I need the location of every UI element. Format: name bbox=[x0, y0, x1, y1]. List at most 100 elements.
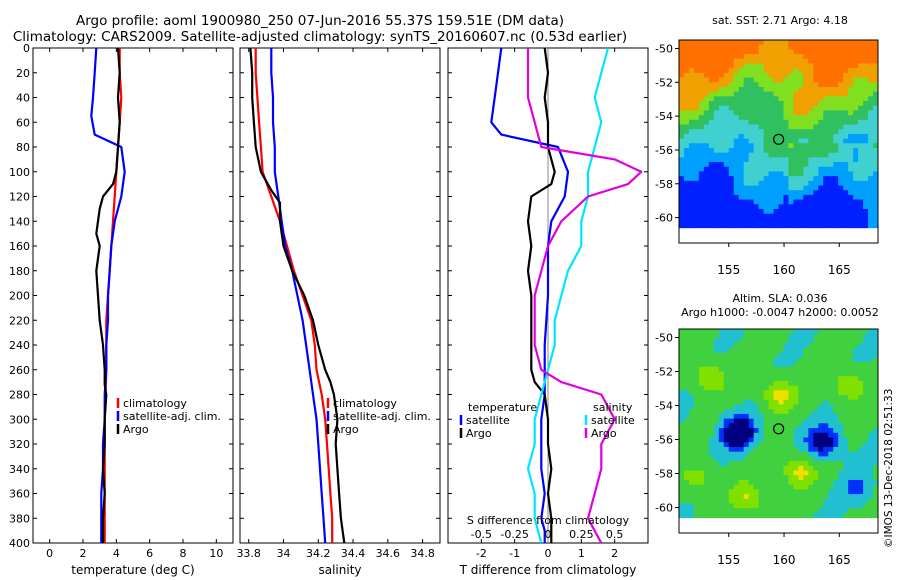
map-cell bbox=[858, 484, 864, 490]
map-cell bbox=[828, 199, 834, 205]
map-cell bbox=[818, 147, 824, 154]
map-cell bbox=[733, 418, 740, 424]
map-cell bbox=[823, 376, 829, 382]
map-cell bbox=[708, 58, 715, 64]
map-cell bbox=[688, 185, 695, 191]
map-cell bbox=[853, 86, 859, 93]
map-cell bbox=[848, 157, 854, 163]
legend-label-diff: Argo bbox=[466, 427, 492, 440]
map-cell bbox=[823, 366, 829, 372]
map-cell bbox=[823, 380, 829, 387]
map-cell bbox=[768, 68, 774, 74]
map-cell bbox=[798, 96, 804, 102]
map-cell bbox=[733, 54, 740, 60]
argo-location-marker bbox=[773, 423, 785, 435]
map-cell bbox=[723, 446, 730, 453]
map-cell bbox=[803, 101, 809, 107]
map-cell bbox=[698, 185, 705, 191]
map-cell bbox=[723, 343, 730, 349]
map-cell bbox=[778, 418, 784, 424]
map-cell bbox=[843, 470, 849, 476]
map-cell bbox=[793, 86, 799, 93]
map-cell bbox=[833, 58, 839, 64]
map-cell bbox=[748, 456, 755, 462]
map-cell bbox=[738, 157, 745, 163]
map-cell bbox=[723, 451, 730, 457]
map-cell bbox=[703, 380, 710, 387]
map-cell bbox=[783, 138, 789, 144]
map-cell bbox=[873, 110, 879, 116]
map-cell bbox=[679, 110, 685, 116]
map-cell bbox=[773, 180, 779, 186]
map-cell bbox=[838, 395, 844, 401]
map-cell bbox=[808, 484, 814, 490]
map-cell bbox=[823, 418, 829, 424]
map-cell bbox=[873, 101, 879, 107]
map-cell bbox=[783, 366, 789, 372]
map-cell bbox=[833, 338, 839, 344]
map-cell bbox=[743, 204, 750, 210]
map-cell bbox=[813, 82, 819, 88]
map-cell bbox=[798, 343, 804, 349]
map-frame-sst_map bbox=[678, 39, 879, 244]
map-cell bbox=[758, 380, 764, 387]
map-cell bbox=[703, 147, 710, 154]
map-cell bbox=[763, 54, 769, 60]
map-cell bbox=[813, 138, 819, 144]
map-cell bbox=[693, 498, 700, 504]
map-cell bbox=[688, 86, 695, 93]
map-cell bbox=[783, 166, 789, 172]
map-cell bbox=[808, 68, 814, 74]
map-cell bbox=[748, 329, 755, 335]
map-cell bbox=[679, 390, 685, 396]
map-cell bbox=[773, 446, 779, 453]
series-argo bbox=[249, 47, 346, 544]
map-cell bbox=[763, 494, 769, 500]
map-cell bbox=[748, 390, 755, 396]
map-cell bbox=[758, 366, 764, 372]
map-cell bbox=[758, 418, 764, 424]
map-cell bbox=[813, 101, 819, 107]
map-cell bbox=[813, 376, 819, 382]
map-cell bbox=[688, 385, 695, 391]
map-cell bbox=[798, 456, 804, 462]
map-cell bbox=[843, 199, 849, 205]
map-cell bbox=[773, 44, 779, 50]
map-cell bbox=[703, 190, 710, 196]
map-cell bbox=[793, 105, 799, 111]
map-cell bbox=[683, 399, 690, 405]
map-cell bbox=[728, 428, 735, 434]
map-cell bbox=[868, 209, 874, 215]
map-cell bbox=[843, 338, 849, 344]
map-cell bbox=[738, 213, 745, 219]
map-cell bbox=[763, 204, 769, 210]
map-cell bbox=[713, 190, 720, 196]
map-cell bbox=[758, 456, 764, 462]
map-cell bbox=[793, 428, 799, 434]
map-cell bbox=[833, 105, 839, 111]
map-cell bbox=[688, 498, 695, 504]
map-cell bbox=[858, 72, 864, 78]
map-cell bbox=[798, 105, 804, 111]
map-cell bbox=[753, 508, 760, 514]
map-cell bbox=[838, 194, 844, 200]
map-cell bbox=[748, 347, 755, 353]
map-cell bbox=[713, 152, 720, 158]
map-cell bbox=[703, 105, 710, 111]
map-cell bbox=[823, 456, 829, 462]
map-cell bbox=[768, 110, 774, 116]
map-cell bbox=[738, 489, 745, 495]
map-cell bbox=[693, 143, 700, 149]
map-cell bbox=[713, 333, 720, 339]
map-cell bbox=[813, 213, 819, 219]
map-cell bbox=[713, 470, 720, 476]
map-cell bbox=[873, 129, 879, 135]
map-cell bbox=[718, 489, 725, 495]
map-cell bbox=[803, 380, 809, 387]
map-cell bbox=[738, 91, 745, 97]
map-cell bbox=[788, 133, 794, 139]
map-cell bbox=[713, 101, 720, 107]
map-cell bbox=[873, 423, 879, 429]
map-cell bbox=[863, 190, 869, 196]
map-cell bbox=[818, 465, 824, 471]
